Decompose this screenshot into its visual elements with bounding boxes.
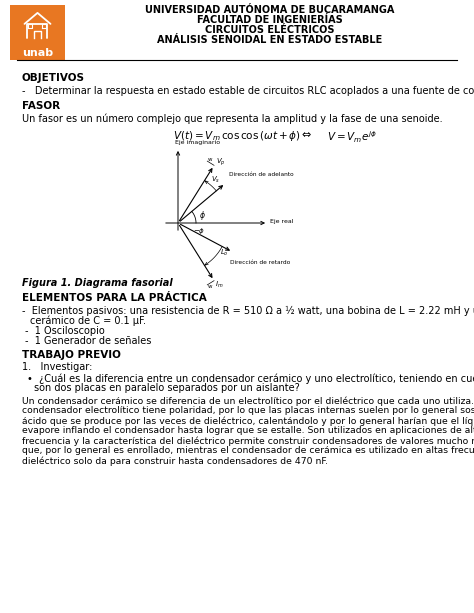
Text: CIRCUITOS ELÉCTRICOS: CIRCUITOS ELÉCTRICOS: [205, 25, 334, 35]
Text: Dirección de adelanto: Dirección de adelanto: [229, 172, 294, 178]
Text: -  Elementos pasivos: una resistencia de R = 510 Ω a ½ watt, una bobina de L = 2: - Elementos pasivos: una resistencia de …: [22, 306, 474, 316]
Text: son dos placas en paralelo separados por un aislante?: son dos placas en paralelo separados por…: [34, 383, 300, 393]
Text: UNIVERSIDAD AUTÓNOMA DE BUCARAMANGA: UNIVERSIDAD AUTÓNOMA DE BUCARAMANGA: [145, 5, 394, 15]
Text: $V_s$: $V_s$: [211, 175, 221, 185]
Text: cerámico de C = 0.1 μF.: cerámico de C = 0.1 μF.: [30, 316, 146, 327]
Text: $L_o$: $L_o$: [220, 248, 228, 258]
Text: ELEMENTOS PARA LA PRÁCTICA: ELEMENTOS PARA LA PRÁCTICA: [22, 293, 207, 303]
Text: condensador electrolítico tiene polaridad, por lo que las placas internas suelen: condensador electrolítico tiene polarida…: [22, 406, 474, 415]
Text: $\phi$: $\phi$: [199, 209, 206, 222]
Text: evapore inflando el condensador hasta lograr que se estalle. Son utilizados en a: evapore inflando el condensador hasta lo…: [22, 426, 474, 435]
Text: -  1 Generador de señales: - 1 Generador de señales: [25, 336, 151, 346]
Text: $V = V_m e^{j\phi}$: $V = V_m e^{j\phi}$: [327, 129, 377, 145]
Text: $\Leftrightarrow$: $\Leftrightarrow$: [299, 129, 311, 139]
Text: unab: unab: [22, 48, 53, 58]
Text: •  ¿Cuál es la diferencia entre un condensador cerámico y uno electrolítico, ten: • ¿Cuál es la diferencia entre un conden…: [27, 373, 474, 384]
Text: $-\phi$: $-\phi$: [193, 226, 205, 236]
Text: 1.   Investigar:: 1. Investigar:: [22, 362, 92, 372]
Text: $I_m$: $I_m$: [215, 280, 224, 290]
Text: $V(t) = V_m\,\mathrm{cos}\,\mathrm{cos}\,(\omega t + \phi)$: $V(t) = V_m\,\mathrm{cos}\,\mathrm{cos}\…: [173, 129, 301, 143]
Text: que, por lo general es enrollado, mientras el condensador de cerámica es utiliza: que, por lo general es enrollado, mientr…: [22, 446, 474, 455]
Text: Dirección de retardo: Dirección de retardo: [230, 259, 291, 265]
Text: Un condensador cerámico se diferencia de un electrolítico por el dieléctrico que: Un condensador cerámico se diferencia de…: [22, 396, 474, 406]
Text: FASOR: FASOR: [22, 101, 60, 111]
Text: TRABAJO PREVIO: TRABAJO PREVIO: [22, 350, 121, 360]
Bar: [10, 5, 65, 60]
Text: ANÁLISIS SENOIDAL EN ESTADO ESTABLE: ANÁLISIS SENOIDAL EN ESTADO ESTABLE: [157, 35, 382, 45]
Text: -   Determinar la respuesta en estado estable de circuitos RLC acoplados a una f: - Determinar la respuesta en estado esta…: [22, 86, 474, 96]
Text: w: w: [208, 157, 213, 162]
Text: ácido que se produce por las veces de dieléctrico, calentándolo y por lo general: ácido que se produce por las veces de di…: [22, 416, 474, 425]
Text: Eje imaginario: Eje imaginario: [175, 140, 220, 145]
Text: Eje real: Eje real: [270, 218, 293, 224]
Text: Un fasor es un número complejo que representa la amplitud y la fase de una senoi: Un fasor es un número complejo que repre…: [22, 113, 443, 123]
Text: dieléctrico solo da para construir hasta condensadores de 470 nF.: dieléctrico solo da para construir hasta…: [22, 456, 328, 465]
Text: $V_p$: $V_p$: [216, 156, 226, 167]
Text: OBJETIVOS: OBJETIVOS: [22, 73, 85, 83]
Text: Figura 1. Diagrama fasorial: Figura 1. Diagrama fasorial: [22, 278, 173, 288]
Text: frecuencia y la característica del dieléctrico permite construir condensadores d: frecuencia y la característica del dielé…: [22, 436, 474, 446]
Text: FACULTAD DE INGENIERÍAS: FACULTAD DE INGENIERÍAS: [197, 15, 342, 25]
Text: w: w: [208, 284, 213, 289]
Text: -  1 Osciloscopio: - 1 Osciloscopio: [25, 326, 105, 336]
